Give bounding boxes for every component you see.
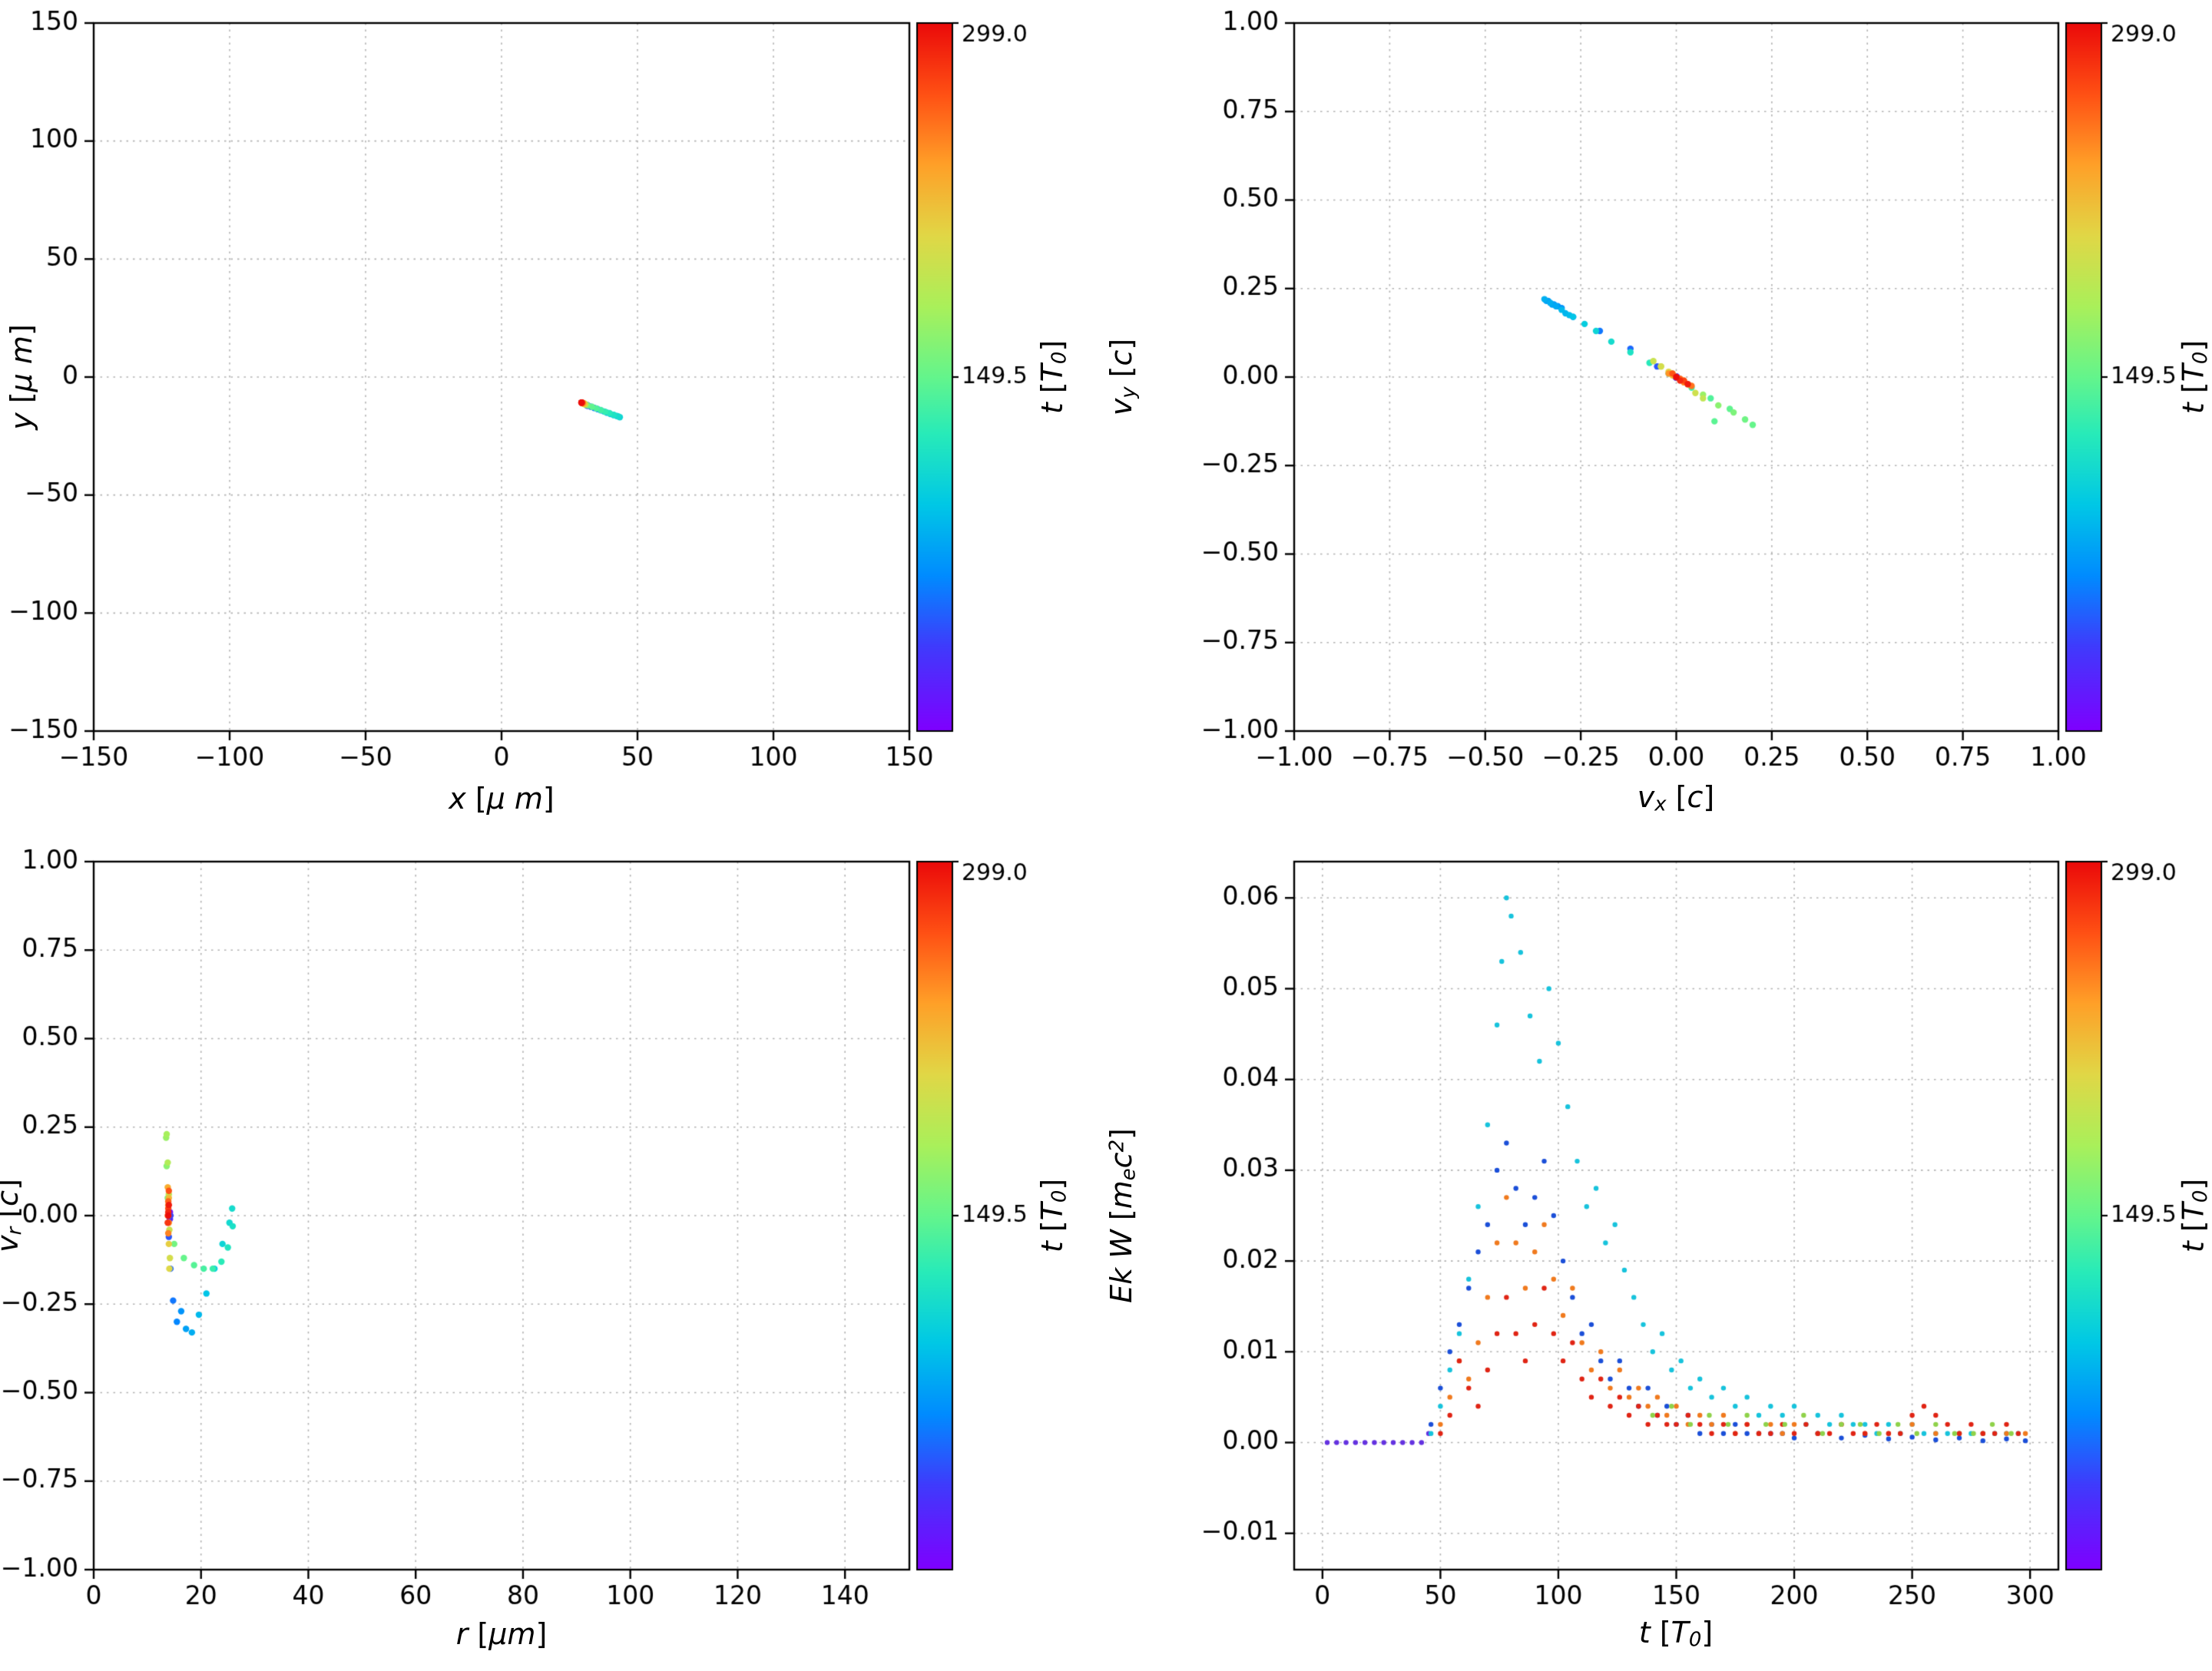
p2-xlabel: vx [c] (1637, 779, 1715, 816)
p4-xlabel: t [T0] (1638, 1615, 1714, 1652)
p3-ylabel: vr [c] (0, 1179, 27, 1252)
p3-xlabel: r [μm] (455, 1617, 548, 1651)
p2-ylabel: vy [c] (1104, 338, 1141, 416)
p4-colorbar-label: t [T0] (2176, 1178, 2212, 1253)
p2-colorbar-label: t [T0] (2176, 339, 2212, 415)
p1-colorbar-label: t [T0] (1035, 339, 1071, 415)
p3-colorbar-label: t [T0] (1035, 1178, 1071, 1253)
p1-xlabel: x [μ m] (449, 782, 555, 816)
p1-ylabel: y [μ m] (5, 324, 38, 430)
p4-ylabel: Ek W [mec2] (1104, 1128, 1141, 1303)
